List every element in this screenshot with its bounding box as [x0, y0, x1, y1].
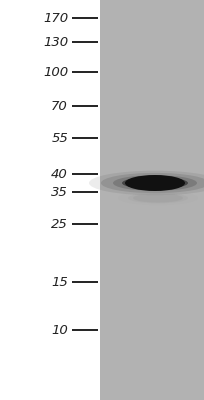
Text: 15: 15: [51, 276, 68, 288]
Ellipse shape: [118, 191, 198, 205]
Text: 40: 40: [51, 168, 68, 180]
Text: 170: 170: [43, 12, 68, 24]
Text: 55: 55: [51, 132, 68, 144]
Ellipse shape: [133, 194, 183, 202]
Bar: [100, 0, 204, 400]
Ellipse shape: [113, 175, 197, 191]
Ellipse shape: [125, 175, 185, 191]
Ellipse shape: [128, 192, 188, 203]
Ellipse shape: [101, 173, 204, 193]
Text: 25: 25: [51, 218, 68, 230]
Text: 70: 70: [51, 100, 68, 112]
Ellipse shape: [122, 177, 188, 189]
Text: 10: 10: [51, 324, 68, 336]
Ellipse shape: [89, 171, 204, 195]
Text: 100: 100: [43, 66, 68, 78]
Text: 35: 35: [51, 186, 68, 198]
Text: 130: 130: [43, 36, 68, 48]
